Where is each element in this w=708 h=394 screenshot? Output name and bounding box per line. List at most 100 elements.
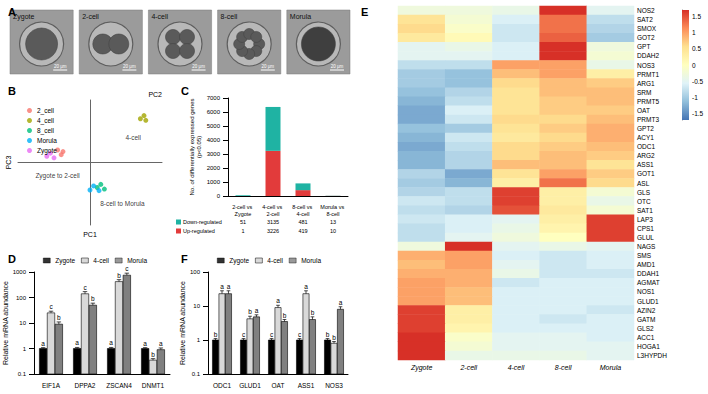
svg-text:0: 0 bbox=[692, 62, 696, 69]
svg-text:Morula: Morula bbox=[127, 257, 147, 264]
svg-text:SAT2: SAT2 bbox=[637, 16, 653, 23]
svg-text:Morula: Morula bbox=[301, 257, 321, 264]
svg-text:DDAH2: DDAH2 bbox=[637, 52, 659, 59]
svg-text:7000: 7000 bbox=[207, 95, 221, 101]
svg-text:1: 1 bbox=[241, 228, 244, 234]
svg-text:ASL: ASL bbox=[637, 180, 650, 187]
svg-text:1.5: 1.5 bbox=[692, 13, 701, 20]
svg-text:2000: 2000 bbox=[207, 165, 221, 171]
svg-text:GLS: GLS bbox=[637, 189, 651, 196]
svg-text:ARG1: ARG1 bbox=[637, 80, 655, 87]
svg-text:481: 481 bbox=[298, 219, 307, 225]
svg-text:1: 1 bbox=[197, 337, 201, 343]
svg-text:ODC1: ODC1 bbox=[637, 143, 655, 150]
svg-text:a: a bbox=[143, 340, 147, 347]
svg-text:SRM: SRM bbox=[637, 89, 651, 96]
svg-text:GLS2: GLS2 bbox=[637, 325, 654, 332]
svg-text:8-cell: 8-cell bbox=[326, 211, 339, 217]
svg-text:Zygote: Zygote bbox=[37, 147, 57, 155]
svg-text:8-cell to Morula: 8-cell to Morula bbox=[100, 200, 145, 207]
svg-text:b: b bbox=[248, 308, 252, 315]
svg-text:b: b bbox=[332, 334, 336, 341]
svg-text:Morula: Morula bbox=[290, 13, 312, 20]
svg-text:13: 13 bbox=[330, 219, 336, 225]
svg-text:AGMAT: AGMAT bbox=[637, 279, 660, 286]
svg-text:2-cell: 2-cell bbox=[459, 364, 477, 371]
svg-text:0: 0 bbox=[217, 193, 221, 199]
svg-text:4-cell: 4-cell bbox=[93, 257, 109, 264]
svg-text:b: b bbox=[283, 312, 287, 319]
svg-text:2_cell: 2_cell bbox=[37, 107, 55, 115]
svg-text:LAP3: LAP3 bbox=[637, 216, 653, 223]
svg-text:Zygote: Zygote bbox=[235, 211, 252, 217]
svg-text:6000: 6000 bbox=[207, 109, 221, 115]
svg-text:DDAH1: DDAH1 bbox=[637, 270, 659, 277]
svg-text:Up-regulated: Up-regulated bbox=[183, 228, 215, 234]
svg-text:b: b bbox=[91, 295, 95, 302]
svg-text:DNMT1: DNMT1 bbox=[142, 382, 165, 389]
svg-text:4-cell: 4-cell bbox=[151, 13, 168, 20]
svg-text:0.5: 0.5 bbox=[692, 45, 701, 52]
svg-text:-1: -1 bbox=[692, 94, 698, 101]
svg-text:-0.5: -0.5 bbox=[692, 78, 704, 85]
svg-text:2-cell: 2-cell bbox=[266, 211, 279, 217]
svg-text:3226: 3226 bbox=[267, 228, 279, 234]
svg-text:c: c bbox=[125, 265, 129, 272]
svg-text:Down-regulated: Down-regulated bbox=[183, 219, 222, 225]
svg-text:GOT1: GOT1 bbox=[637, 170, 655, 177]
svg-text:GPT: GPT bbox=[637, 43, 650, 50]
svg-text:8_cell: 8_cell bbox=[37, 127, 55, 135]
svg-text:2-cell: 2-cell bbox=[82, 13, 99, 20]
svg-text:b: b bbox=[57, 314, 61, 321]
svg-text:L3HYPDH: L3HYPDH bbox=[637, 352, 667, 359]
svg-text:SMOX: SMOX bbox=[637, 25, 657, 32]
svg-text:c: c bbox=[242, 331, 246, 338]
svg-text:20 μm: 20 μm bbox=[192, 64, 205, 69]
svg-text:a: a bbox=[276, 297, 280, 304]
svg-text:PRMT3: PRMT3 bbox=[637, 116, 659, 123]
svg-text:a: a bbox=[339, 299, 343, 306]
svg-text:ASS1: ASS1 bbox=[637, 161, 654, 168]
svg-text:Zygote: Zygote bbox=[229, 257, 249, 265]
svg-text:GATM: GATM bbox=[637, 316, 655, 323]
svg-text:Relative mRNA abundance: Relative mRNA abundance bbox=[179, 281, 186, 365]
svg-text:Zygote: Zygote bbox=[13, 13, 35, 21]
svg-text:b: b bbox=[117, 272, 121, 279]
svg-text:GOT2: GOT2 bbox=[637, 34, 655, 41]
svg-text:E: E bbox=[361, 6, 368, 18]
svg-text:ACC1: ACC1 bbox=[637, 334, 655, 341]
svg-text:OAT: OAT bbox=[637, 107, 650, 114]
svg-text:4-cell: 4-cell bbox=[125, 134, 141, 141]
svg-text:3135: 3135 bbox=[267, 219, 279, 225]
svg-text:HOGA1: HOGA1 bbox=[637, 343, 660, 350]
svg-text:a: a bbox=[41, 340, 45, 347]
svg-text:a: a bbox=[220, 283, 224, 290]
svg-text:PC2: PC2 bbox=[148, 91, 162, 98]
svg-text:OTC: OTC bbox=[637, 198, 651, 205]
svg-text:4-cell vs: 4-cell vs bbox=[262, 204, 284, 210]
svg-text:8-cell: 8-cell bbox=[555, 364, 572, 371]
svg-text:4-cell: 4-cell bbox=[508, 364, 525, 371]
svg-text:100: 100 bbox=[16, 295, 27, 301]
svg-text:5000: 5000 bbox=[207, 123, 221, 129]
svg-text:419: 419 bbox=[298, 228, 307, 234]
svg-text:a: a bbox=[109, 339, 113, 346]
svg-text:AZIN2: AZIN2 bbox=[637, 307, 656, 314]
svg-text:D: D bbox=[8, 253, 16, 265]
svg-text:NOS2: NOS2 bbox=[637, 7, 655, 14]
svg-text:20 μm: 20 μm bbox=[123, 64, 136, 69]
svg-text:20 μm: 20 μm bbox=[261, 64, 274, 69]
svg-text:2-cell vs: 2-cell vs bbox=[232, 204, 254, 210]
svg-text:4_cell: 4_cell bbox=[37, 117, 55, 125]
svg-text:0.1: 0.1 bbox=[18, 371, 27, 377]
svg-text:GLUD1: GLUD1 bbox=[637, 298, 659, 305]
svg-text:Morula vs: Morula vs bbox=[320, 204, 345, 210]
svg-text:PC1: PC1 bbox=[83, 231, 97, 238]
svg-text:a: a bbox=[75, 339, 79, 346]
svg-text:No. of differentially expresse: No. of differentially expressed genes bbox=[189, 99, 195, 196]
svg-text:ZSCAN4: ZSCAN4 bbox=[106, 382, 132, 389]
svg-text:b: b bbox=[214, 331, 218, 338]
svg-text:SAT1: SAT1 bbox=[637, 207, 653, 214]
svg-text:OAT: OAT bbox=[272, 382, 285, 389]
svg-text:Zygote: Zygote bbox=[55, 257, 75, 265]
